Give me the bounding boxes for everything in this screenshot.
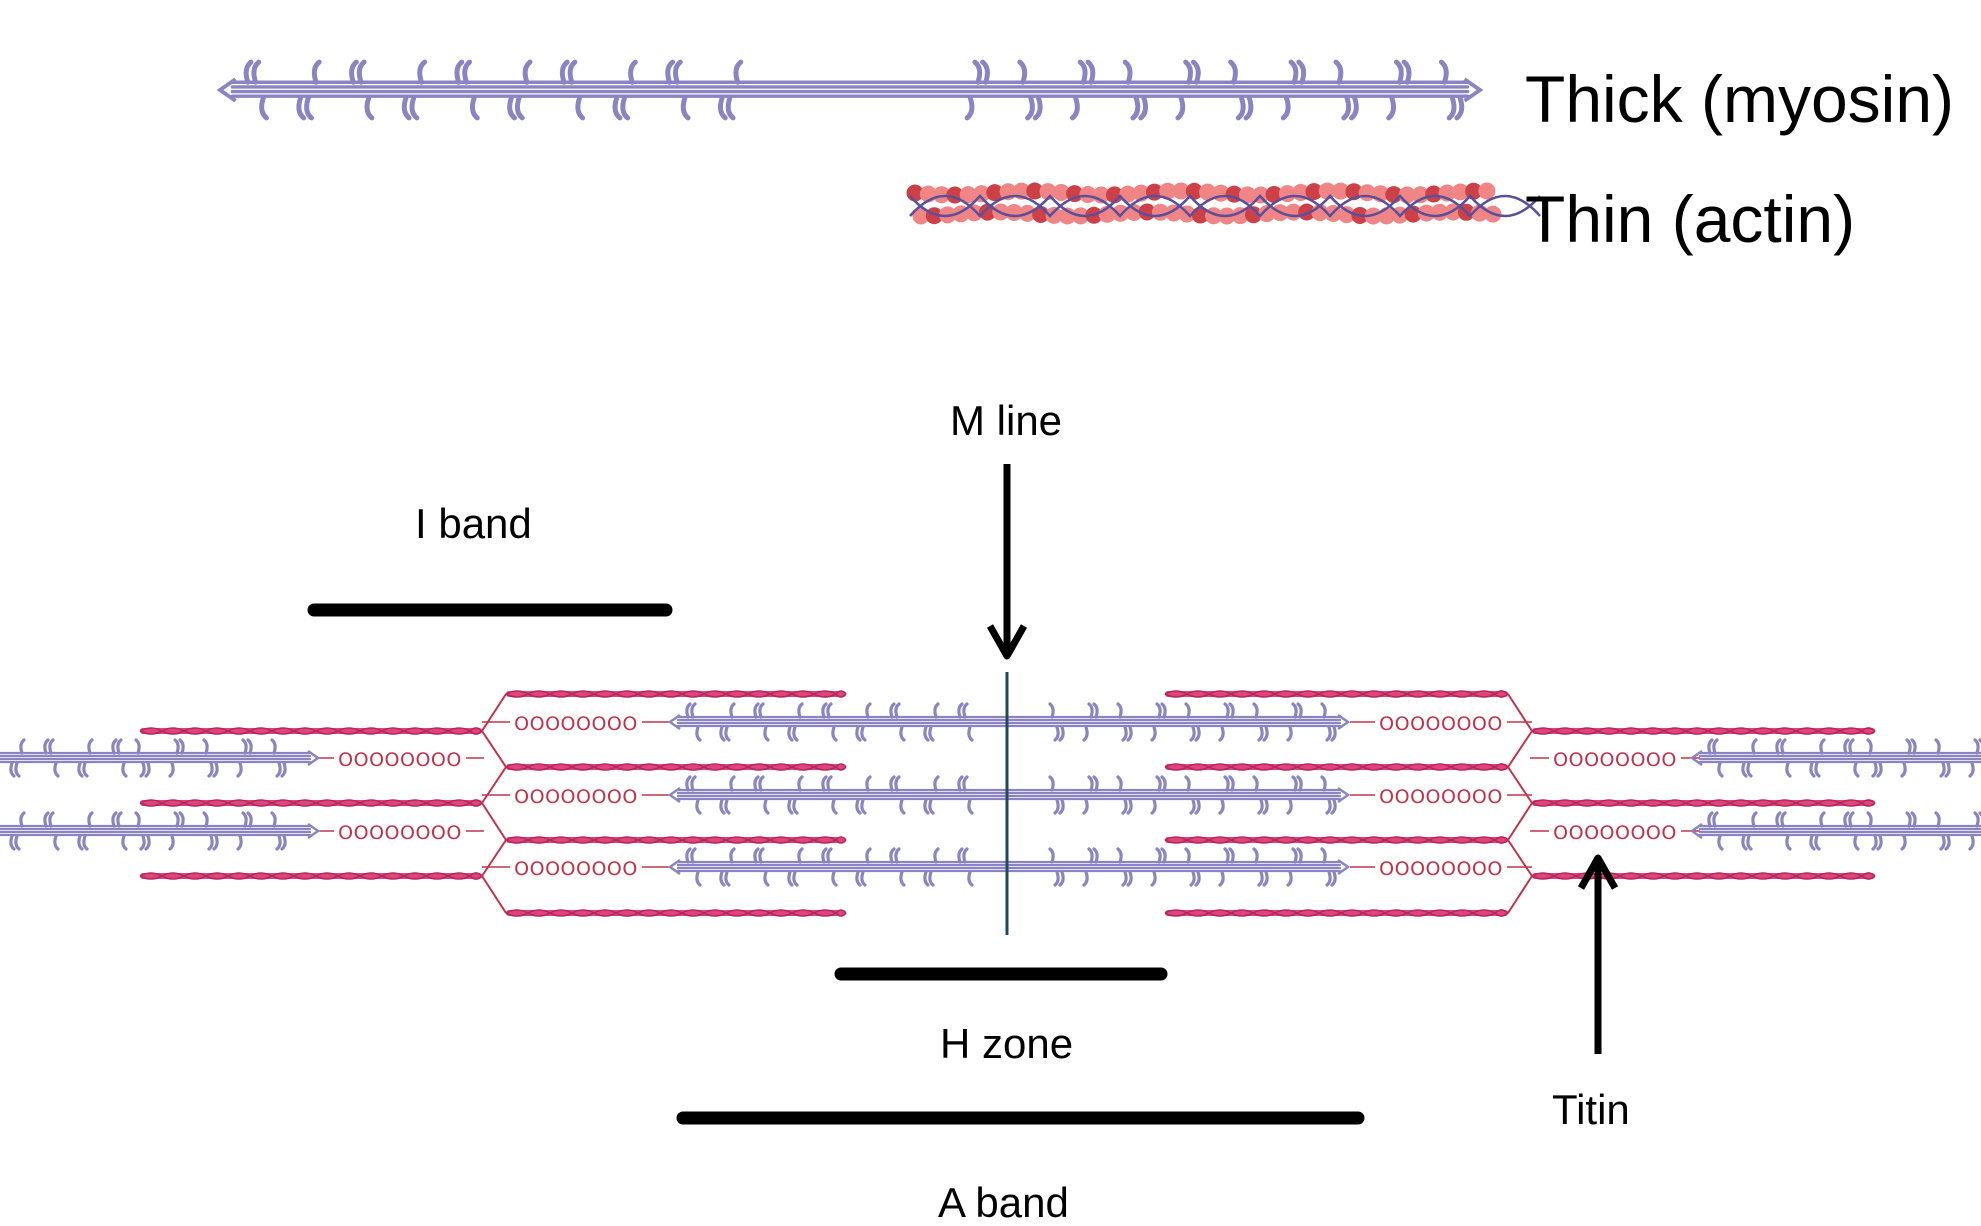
legend-thick-filament xyxy=(216,59,1484,121)
titin-coil: OOOOOOOO xyxy=(1379,713,1503,735)
thick-filament-center-1 xyxy=(667,775,1351,815)
titin-coil: OOOOOOOO xyxy=(338,822,462,844)
thin-filament-right-inner-2 xyxy=(1164,836,1509,844)
thin-filament-right-outer-1 xyxy=(1531,799,1876,807)
i-band-label: I band xyxy=(415,500,532,547)
titin-right-inner-2: OOOOOOOO xyxy=(1350,855,1532,880)
thick-filament-center-2 xyxy=(667,847,1351,887)
titin-left-outer-1: OOOOOOOO xyxy=(316,819,484,844)
thin-filament-right-outer-0 xyxy=(1531,727,1876,735)
thick-filament-center-0 xyxy=(667,702,1351,742)
titin-label: Titin xyxy=(1552,1086,1630,1133)
legend-thin-filament xyxy=(906,182,1541,225)
titin-coil: OOOOOOOO xyxy=(514,713,638,735)
titin-coil: OOOOOOOO xyxy=(1379,858,1503,880)
titin-coil: OOOOOOOO xyxy=(1379,786,1503,808)
thick-filament-right-edge-0 xyxy=(1689,738,1981,778)
thin-filament-left-inner-1 xyxy=(505,763,847,771)
titin-coil: OOOOOOOO xyxy=(338,749,462,771)
titin-left-inner-0: OOOOOOOO xyxy=(482,710,670,735)
thick-filament-left-edge-1 xyxy=(0,811,321,851)
titin-left-inner-1: OOOOOOOO xyxy=(482,783,670,808)
thin-filament-left-outer-2 xyxy=(139,872,483,880)
m-line-label: M line xyxy=(950,397,1063,444)
titin-right-inner-0: OOOOOOOO xyxy=(1350,710,1532,735)
titin-arrow xyxy=(1577,854,1619,1054)
thin-filament-left-inner-3 xyxy=(505,909,847,917)
thin-filament-left-inner-0 xyxy=(505,690,847,698)
titin-coil: OOOOOOOO xyxy=(514,786,638,808)
h-zone-label: H zone xyxy=(940,1020,1074,1067)
thin-filament-left-outer-1 xyxy=(139,799,483,807)
thin-filament-left-inner-2 xyxy=(505,836,847,844)
titin-coil: OOOOOOOO xyxy=(1553,822,1677,844)
thin-filament-right-outer-2 xyxy=(1531,872,1876,880)
titin-left-inner-2: OOOOOOOO xyxy=(482,855,670,880)
z-disc-right xyxy=(1507,693,1533,914)
titin-right-outer-0: OOOOOOOO xyxy=(1530,746,1700,771)
m-line-arrow xyxy=(986,464,1028,660)
thin-filament-right-inner-3 xyxy=(1164,909,1509,917)
thick-filament-right-edge-1 xyxy=(1689,811,1981,851)
thin-filament-left-outer-0 xyxy=(139,727,483,735)
markers xyxy=(307,464,1619,1125)
thick-filament-left-edge-0 xyxy=(0,738,321,778)
thin-filament-right-inner-1 xyxy=(1164,763,1509,771)
a-band-label: A band xyxy=(938,1179,1069,1226)
legend-thin-label: Thin (actin) xyxy=(1525,182,1856,256)
z-disc-left xyxy=(481,693,507,914)
thin-filament-right-inner-0 xyxy=(1164,690,1509,698)
titin-right-outer-1: OOOOOOOO xyxy=(1530,819,1700,844)
legend xyxy=(216,59,1541,225)
titin-coil: OOOOOOOO xyxy=(514,858,638,880)
titin-left-outer-0: OOOOOOOO xyxy=(316,746,484,771)
legend-thick-label: Thick (myosin) xyxy=(1525,62,1955,136)
titin-right-inner-1: OOOOOOOO xyxy=(1350,783,1532,808)
sarcomere: OOOOOOOO OOOOOOOO OOOOOOOO OOOOOOOO OOOOOOOO… xyxy=(0,672,1981,935)
titin-coil: OOOOOOOO xyxy=(1553,749,1677,771)
